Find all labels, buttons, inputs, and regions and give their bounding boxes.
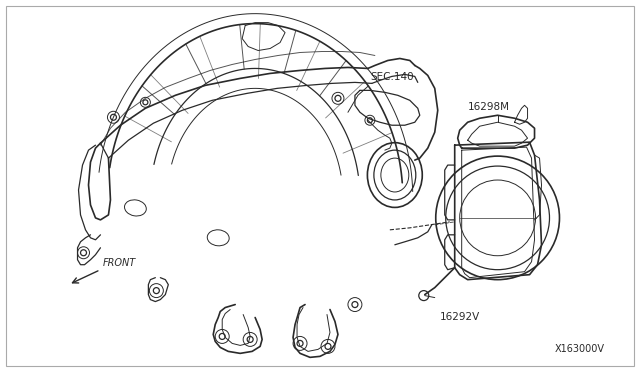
Text: 16292V: 16292V: [440, 311, 480, 321]
Text: X163000V: X163000V: [554, 344, 604, 355]
Text: FRONT: FRONT: [102, 258, 136, 268]
Text: 16298M: 16298M: [468, 102, 509, 112]
Text: SEC.140: SEC.140: [370, 73, 413, 82]
